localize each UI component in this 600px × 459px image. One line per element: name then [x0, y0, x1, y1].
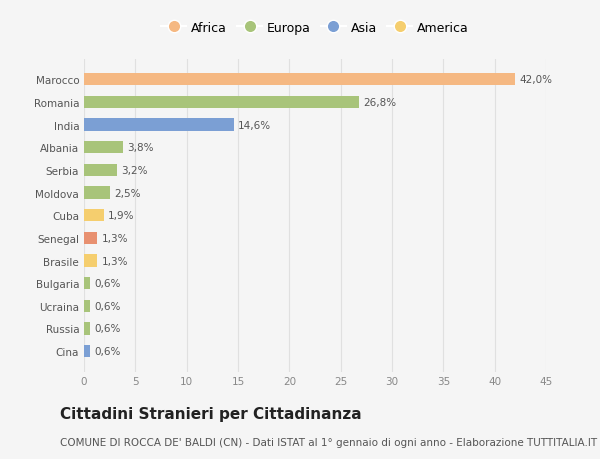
Legend: Africa, Europa, Asia, America: Africa, Europa, Asia, America — [158, 19, 472, 37]
Bar — [84, 119, 234, 132]
Text: COMUNE DI ROCCA DE' BALDI (CN) - Dati ISTAT al 1° gennaio di ogni anno - Elabora: COMUNE DI ROCCA DE' BALDI (CN) - Dati IS… — [60, 437, 597, 447]
Bar — [84, 142, 123, 154]
Text: 3,2%: 3,2% — [121, 166, 148, 175]
Bar — [84, 277, 90, 290]
Bar — [84, 209, 104, 222]
Bar — [84, 255, 97, 267]
Text: 1,3%: 1,3% — [101, 233, 128, 243]
Text: 0,6%: 0,6% — [94, 347, 121, 356]
Text: 0,6%: 0,6% — [94, 301, 121, 311]
Text: 14,6%: 14,6% — [238, 120, 271, 130]
Bar — [84, 300, 90, 313]
Text: 26,8%: 26,8% — [363, 98, 397, 108]
Text: 0,6%: 0,6% — [94, 324, 121, 334]
Text: Cittadini Stranieri per Cittadinanza: Cittadini Stranieri per Cittadinanza — [60, 406, 362, 421]
Bar — [84, 345, 90, 358]
Bar — [84, 164, 117, 177]
Bar — [84, 96, 359, 109]
Bar — [84, 232, 97, 245]
Text: 42,0%: 42,0% — [520, 75, 553, 85]
Bar — [84, 323, 90, 335]
Text: 0,6%: 0,6% — [94, 279, 121, 289]
Text: 3,8%: 3,8% — [127, 143, 154, 153]
Text: 2,5%: 2,5% — [114, 188, 140, 198]
Bar — [84, 187, 110, 199]
Text: 1,9%: 1,9% — [107, 211, 134, 221]
Text: 1,3%: 1,3% — [101, 256, 128, 266]
Bar — [84, 74, 515, 86]
